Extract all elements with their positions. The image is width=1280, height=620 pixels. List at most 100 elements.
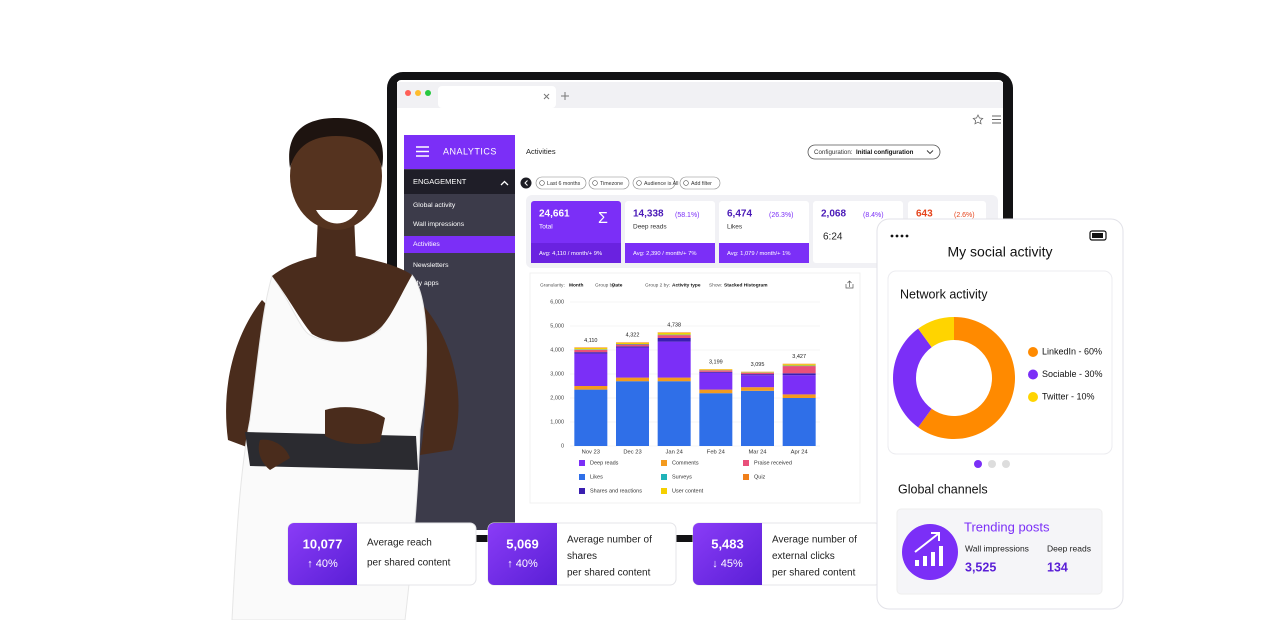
stat-description: Average number of xyxy=(567,535,652,546)
bar-segment xyxy=(657,335,691,338)
chevron xyxy=(500,180,509,186)
bar-segment xyxy=(616,381,649,446)
donut-segment xyxy=(918,317,1015,439)
kpi-share: (2.6%) xyxy=(954,212,975,219)
legend-swatch xyxy=(579,488,585,494)
bar-segment xyxy=(574,386,608,390)
stat-value: 10,077 xyxy=(303,536,343,551)
control-label: Show: xyxy=(709,282,722,288)
chip-icon xyxy=(592,180,598,186)
stat-change: ↑ 40% xyxy=(507,558,538,570)
back-arrow xyxy=(524,180,528,186)
legend-swatch xyxy=(661,460,667,466)
x-tick-label: Mar 24 xyxy=(748,450,767,456)
bar-segment xyxy=(574,389,608,446)
nav-item[interactable]: My apps xyxy=(413,280,439,287)
kpi-average: Avg: 1,079 / month/+ 1% xyxy=(727,251,791,257)
metric-label: Deep reads xyxy=(1047,543,1091,553)
chevron xyxy=(926,150,934,155)
signal-dot xyxy=(905,234,909,238)
bar-segment xyxy=(616,342,649,344)
bar-segment xyxy=(657,338,691,342)
total-label: 4,110 xyxy=(584,338,597,344)
kpi-average: Avg: 4,110 / month/+ 9% xyxy=(539,251,602,257)
legend-swatch xyxy=(579,474,585,480)
bar-segment xyxy=(782,364,816,366)
chip-icon xyxy=(683,180,689,186)
x-tick-label: Dec 23 xyxy=(623,450,641,456)
filter-chip[interactable] xyxy=(535,176,587,190)
bar-segment xyxy=(574,353,608,386)
kpi-time: 6:24 xyxy=(823,232,843,243)
bar-segment xyxy=(699,369,733,371)
nav-item[interactable]: Activities xyxy=(413,241,440,248)
kpi-label: Likes xyxy=(727,224,743,231)
stat-change: ↓ 45% xyxy=(712,558,743,570)
kpi-avg-bar xyxy=(531,243,621,263)
nav-item[interactable]: Newsletters xyxy=(413,262,449,269)
bar-segment xyxy=(657,332,691,335)
hair xyxy=(289,118,383,168)
kpi-value: 14,338 xyxy=(633,209,664,220)
back-button[interactable] xyxy=(520,177,532,189)
legend-label: Sociable - 30% xyxy=(1042,369,1103,379)
legend-swatch xyxy=(661,488,667,494)
legend-label: Twitter - 10% xyxy=(1042,391,1095,401)
metric-label: Wall impressions xyxy=(965,543,1029,553)
bar-segment xyxy=(574,347,608,350)
stat-value: 5,483 xyxy=(711,536,744,551)
signal-dot xyxy=(900,234,904,238)
control-value: Activity type xyxy=(672,282,701,288)
bar-segment xyxy=(782,398,816,446)
shoulders xyxy=(272,256,412,342)
kpi-share: (8.4%) xyxy=(863,212,884,219)
kpi-average: Avg: 2,390 / month/+ 7% xyxy=(633,251,697,257)
nav-item[interactable]: Wall impressions xyxy=(413,221,465,228)
kpi-label: Total xyxy=(539,224,553,231)
filter-chip[interactable] xyxy=(588,176,630,190)
stat-value: 5,069 xyxy=(506,536,539,551)
y-tick-label: 2,000 xyxy=(550,395,564,401)
legend-swatch xyxy=(743,460,749,466)
legend-label: LinkedIn - 60% xyxy=(1042,346,1102,356)
sigma-icon: Σ xyxy=(598,210,608,227)
stat-badge xyxy=(693,523,762,585)
stat-description: shares xyxy=(567,551,597,562)
bar-segment xyxy=(741,374,774,376)
nav-item[interactable]: Global activity xyxy=(413,202,456,209)
bar-segment xyxy=(782,394,816,398)
x-tick-label: Feb 24 xyxy=(707,450,726,456)
bar-segment xyxy=(699,389,733,394)
bar-segment xyxy=(699,370,733,372)
address-bar xyxy=(397,108,1003,130)
bar-segment xyxy=(574,352,608,354)
battery xyxy=(1089,230,1107,241)
page-dot xyxy=(988,460,996,468)
bar-segment xyxy=(616,346,649,348)
export-icon xyxy=(845,280,854,289)
filter-chip[interactable] xyxy=(679,176,721,190)
config-value: Initial configuration xyxy=(856,149,914,156)
total-label: 3,199 xyxy=(709,360,723,366)
filter-label: Last 6 months xyxy=(547,181,581,187)
chip-icon xyxy=(539,180,545,186)
control-label: Granularity: xyxy=(540,282,565,288)
config-dropdown[interactable] xyxy=(807,144,941,160)
bar-segment xyxy=(782,373,816,376)
bar-segment xyxy=(699,371,733,373)
kpi-share: (58.1%) xyxy=(675,212,700,219)
smile xyxy=(316,210,358,224)
stat-description: Average number of xyxy=(772,535,857,546)
metric-value: 3,525 xyxy=(965,560,996,574)
head xyxy=(290,122,382,230)
filter-label: Timezone xyxy=(600,181,623,187)
filter-label: Add filter xyxy=(691,181,712,187)
y-tick-label: 4,000 xyxy=(550,347,564,353)
filter-chip[interactable] xyxy=(632,176,676,190)
stat-description: per shared content xyxy=(772,568,856,579)
app-title: ANALYTICS xyxy=(443,146,497,156)
kpi-value: 2,068 xyxy=(821,209,846,220)
kpi-avg-bar xyxy=(719,243,809,263)
config-label: Configuration: xyxy=(814,149,853,156)
